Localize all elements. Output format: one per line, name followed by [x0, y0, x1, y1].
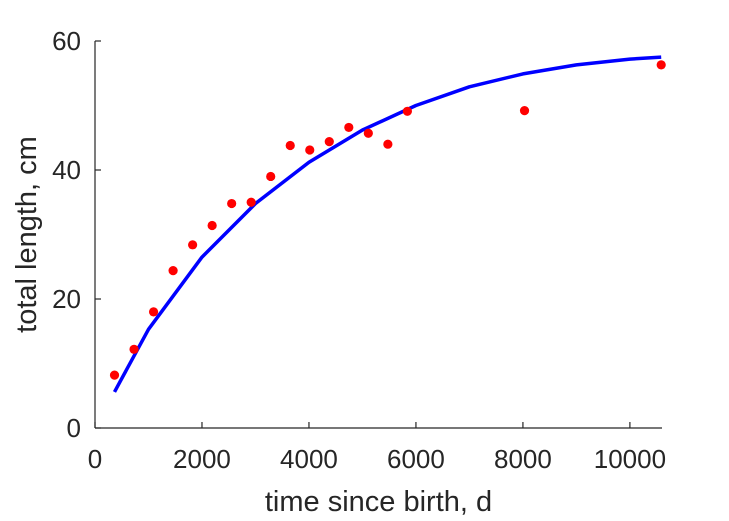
y-tick-labels: 0 20 40 60 [52, 26, 81, 443]
data-point [207, 220, 217, 231]
x-tick-label: 0 [88, 444, 102, 474]
data-point [266, 171, 276, 182]
axes [94, 40, 662, 429]
data-points-layer [109, 60, 666, 380]
data-point [168, 266, 178, 276]
x-tick-label: 10000 [594, 444, 666, 474]
data-point [148, 307, 159, 317]
data-point [285, 140, 295, 151]
y-tick-label: 40 [52, 155, 81, 185]
y-axis-label: total length, cm [11, 136, 43, 333]
data-point [519, 106, 530, 116]
x-tick-labels: 0 2000 4000 6000 8000 10000 [88, 444, 666, 474]
fit-curve-line [112, 55, 662, 393]
y-tick-label: 0 [67, 413, 81, 443]
data-point [383, 139, 393, 149]
data-point [129, 344, 139, 354]
data-point [109, 370, 120, 380]
data-point [402, 106, 412, 116]
y-tick-label: 20 [52, 284, 81, 314]
x-axis-label: time since birth, d [265, 486, 492, 518]
fit-curve-layer [112, 55, 662, 393]
data-point [227, 198, 237, 209]
data-point [656, 60, 666, 70]
x-tick-label: 4000 [280, 444, 338, 474]
x-tick-label: 8000 [494, 444, 552, 474]
data-point [188, 240, 198, 250]
x-tick-label: 2000 [173, 444, 231, 474]
x-tick-label: 6000 [387, 444, 445, 474]
data-point [344, 122, 354, 133]
data-point [324, 137, 334, 147]
y-tick-label: 60 [52, 26, 81, 56]
data-point [246, 197, 256, 207]
data-point [363, 128, 373, 138]
data-point [305, 145, 315, 155]
